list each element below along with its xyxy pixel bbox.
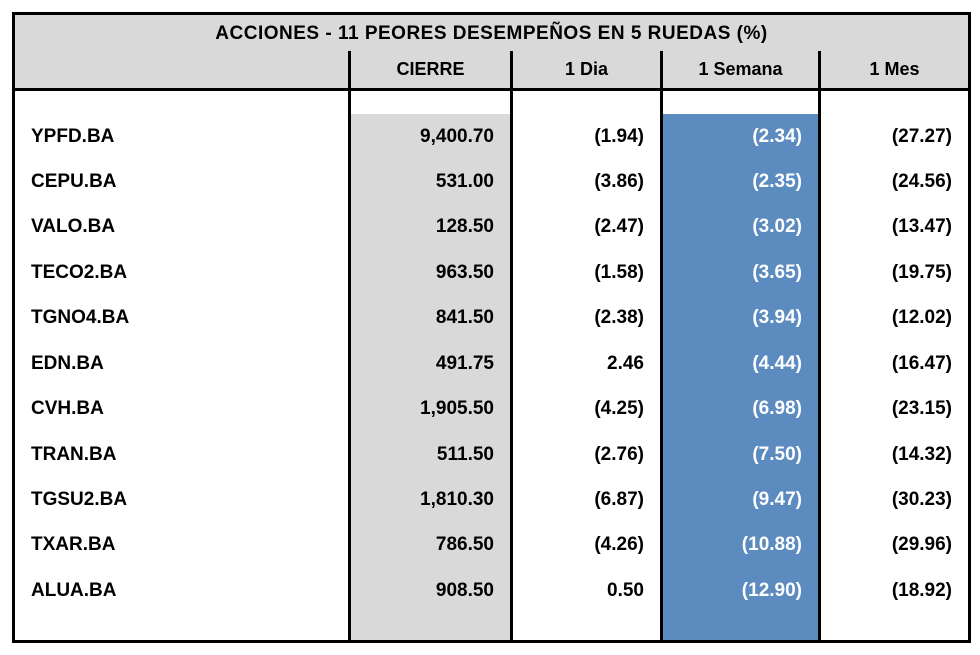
table-row: TXAR.BA786.50(4.26)(10.88)(29.96) [14, 522, 970, 567]
ticker-cell: YPFD.BA [14, 114, 350, 159]
stocks-table: ACCIONES - 11 PEORES DESEMPEÑOS EN 5 RUE… [12, 12, 971, 643]
table-title: ACCIONES - 11 PEORES DESEMPEÑOS EN 5 RUE… [14, 14, 970, 52]
close-cell: 491.75 [350, 341, 512, 386]
week-cell: (6.98) [662, 386, 820, 431]
close-cell: 511.50 [350, 432, 512, 477]
month-cell: (12.02) [820, 295, 970, 340]
month-cell: (23.15) [820, 386, 970, 431]
month-cell: (27.27) [820, 114, 970, 159]
table-row: TGSU2.BA1,810.30(6.87)(9.47)(30.23) [14, 477, 970, 522]
month-cell: (16.47) [820, 341, 970, 386]
gap-row [14, 90, 970, 114]
day-cell: (4.26) [512, 522, 662, 567]
day-cell: (2.47) [512, 204, 662, 249]
close-cell: 841.50 [350, 295, 512, 340]
ticker-cell: ALUA.BA [14, 568, 350, 613]
ticker-cell: TGNO4.BA [14, 295, 350, 340]
header-week: 1 Semana [662, 51, 820, 90]
header-day: 1 Dia [512, 51, 662, 90]
week-cell: (9.47) [662, 477, 820, 522]
ticker-cell: EDN.BA [14, 341, 350, 386]
header-ticker-col [14, 51, 350, 90]
month-cell: (30.23) [820, 477, 970, 522]
stocks-table-container: ACCIONES - 11 PEORES DESEMPEÑOS EN 5 RUE… [12, 12, 968, 643]
header-close: CIERRE [350, 51, 512, 90]
ticker-cell: VALO.BA [14, 204, 350, 249]
week-cell: (3.02) [662, 204, 820, 249]
ticker-cell: TECO2.BA [14, 250, 350, 295]
ticker-cell: TXAR.BA [14, 522, 350, 567]
week-cell: (2.34) [662, 114, 820, 159]
month-cell: (13.47) [820, 204, 970, 249]
table-row: CVH.BA1,905.50(4.25)(6.98)(23.15) [14, 386, 970, 431]
week-cell: (12.90) [662, 568, 820, 613]
month-cell: (29.96) [820, 522, 970, 567]
header-row: CIERRE 1 Dia 1 Semana 1 Mes [14, 51, 970, 90]
week-cell: (7.50) [662, 432, 820, 477]
day-cell: (3.86) [512, 159, 662, 204]
day-cell: (2.38) [512, 295, 662, 340]
header-month: 1 Mes [820, 51, 970, 90]
month-cell: (24.56) [820, 159, 970, 204]
week-cell: (2.35) [662, 159, 820, 204]
table-row: VALO.BA128.50(2.47)(3.02)(13.47) [14, 204, 970, 249]
week-cell: (3.65) [662, 250, 820, 295]
bottom-pad-row [14, 613, 970, 641]
day-cell: (1.94) [512, 114, 662, 159]
close-cell: 9,400.70 [350, 114, 512, 159]
ticker-cell: TRAN.BA [14, 432, 350, 477]
day-cell: (2.76) [512, 432, 662, 477]
day-cell: (6.87) [512, 477, 662, 522]
close-cell: 1,905.50 [350, 386, 512, 431]
week-cell: (10.88) [662, 522, 820, 567]
month-cell: (14.32) [820, 432, 970, 477]
close-cell: 128.50 [350, 204, 512, 249]
ticker-cell: CVH.BA [14, 386, 350, 431]
close-cell: 908.50 [350, 568, 512, 613]
day-cell: 2.46 [512, 341, 662, 386]
close-cell: 786.50 [350, 522, 512, 567]
close-cell: 531.00 [350, 159, 512, 204]
close-cell: 1,810.30 [350, 477, 512, 522]
day-cell: (4.25) [512, 386, 662, 431]
table-row: TRAN.BA511.50(2.76)(7.50)(14.32) [14, 432, 970, 477]
ticker-cell: TGSU2.BA [14, 477, 350, 522]
close-cell: 963.50 [350, 250, 512, 295]
table-row: TECO2.BA963.50(1.58)(3.65)(19.75) [14, 250, 970, 295]
month-cell: (19.75) [820, 250, 970, 295]
day-cell: 0.50 [512, 568, 662, 613]
week-cell: (4.44) [662, 341, 820, 386]
month-cell: (18.92) [820, 568, 970, 613]
ticker-cell: CEPU.BA [14, 159, 350, 204]
table-row: ALUA.BA908.500.50(12.90)(18.92) [14, 568, 970, 613]
day-cell: (1.58) [512, 250, 662, 295]
table-row: TGNO4.BA841.50(2.38)(3.94)(12.02) [14, 295, 970, 340]
table-row: YPFD.BA9,400.70(1.94)(2.34)(27.27) [14, 114, 970, 159]
week-cell: (3.94) [662, 295, 820, 340]
table-row: CEPU.BA531.00(3.86)(2.35)(24.56) [14, 159, 970, 204]
table-row: EDN.BA491.752.46(4.44)(16.47) [14, 341, 970, 386]
title-row: ACCIONES - 11 PEORES DESEMPEÑOS EN 5 RUE… [14, 14, 970, 52]
